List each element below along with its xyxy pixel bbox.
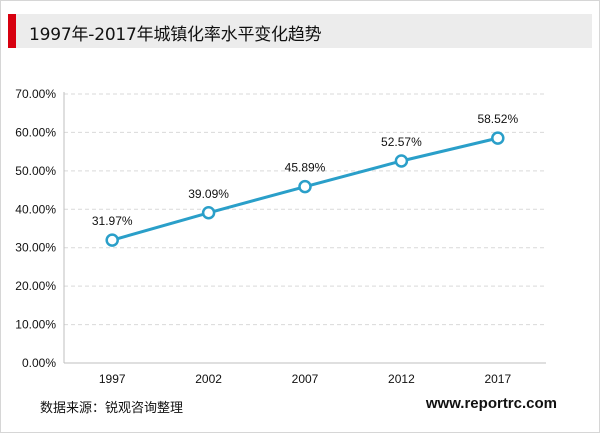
data-point-marker — [491, 131, 505, 145]
x-tick-label: 2007 — [292, 372, 319, 386]
title-accent-bar — [8, 14, 16, 48]
data-point-marker — [394, 154, 409, 168]
data-label: 52.57% — [381, 135, 422, 149]
x-tick-label: 2012 — [388, 372, 415, 386]
x-tick-label: 2017 — [484, 372, 511, 386]
data-source-note: 数据来源：锐观咨询整理 — [40, 401, 184, 416]
data-point-marker — [105, 233, 119, 247]
title-bar: 1997年-2017年城镇化率水平变化趋势 — [8, 14, 592, 48]
data-point-marker — [201, 206, 216, 220]
chart-title: 1997年-2017年城镇化率水平变化趋势 — [29, 25, 322, 45]
y-tick-label: 0.00% — [22, 356, 56, 370]
website-link[interactable]: www.reportrc.com — [425, 395, 557, 412]
y-tick-label: 50.00% — [15, 164, 56, 178]
y-tick-label: 30.00% — [15, 241, 56, 255]
data-point-marker — [298, 179, 312, 194]
data-label: 58.52% — [477, 112, 518, 126]
data-label: 31.97% — [92, 214, 133, 228]
y-tick-label: 70.00% — [15, 87, 56, 101]
data-label: 45.89% — [285, 161, 326, 175]
x-tick-label: 1997 — [99, 372, 126, 386]
data-label: 39.09% — [188, 187, 229, 201]
y-tick-label: 10.00% — [15, 318, 56, 332]
y-tick-label: 40.00% — [15, 202, 56, 216]
y-tick-label: 60.00% — [15, 125, 56, 139]
x-tick-label: 2002 — [195, 372, 222, 386]
y-tick-label: 20.00% — [15, 279, 56, 293]
